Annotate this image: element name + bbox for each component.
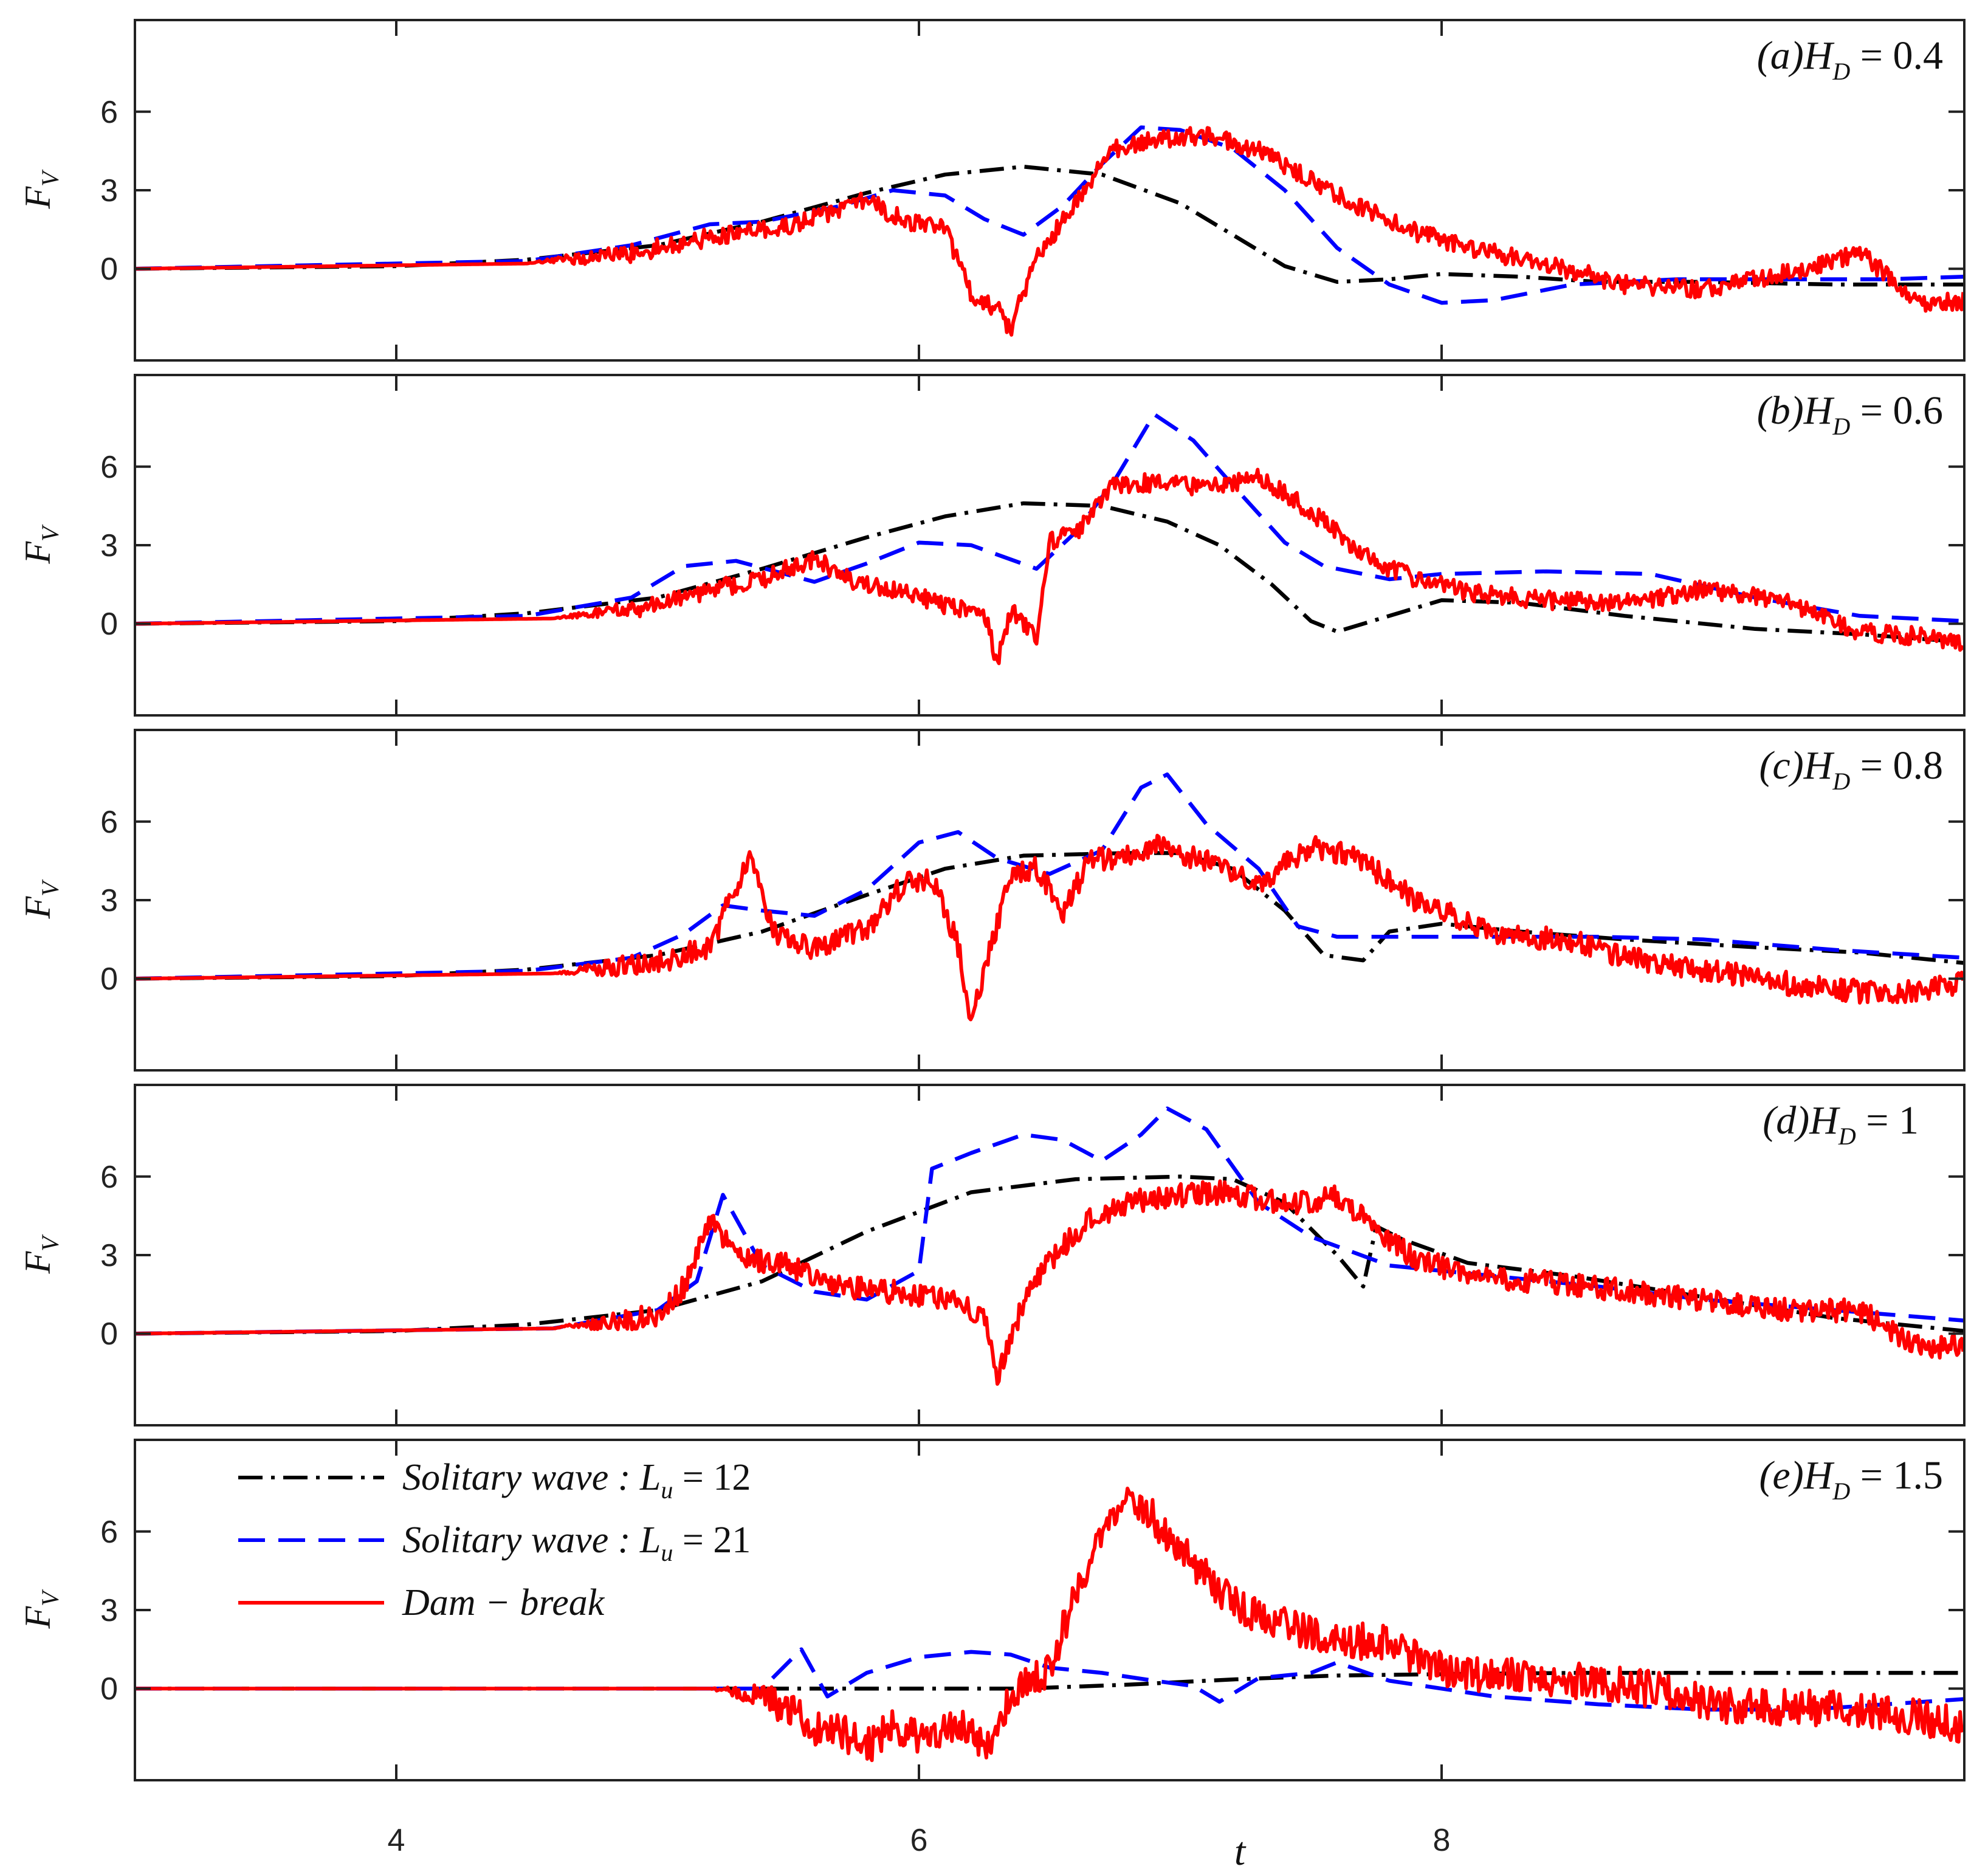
y-tick-label: 0 (100, 607, 118, 642)
series-line-lu21-panel-a (135, 125, 1964, 305)
series-line-dambreak-panel-a (135, 126, 1964, 337)
panel-e: 0 3 6 (e)HD = 1.5 FV Solitary wave : Lu = … (18, 1439, 1966, 1781)
panel-d-ylabel: FV (18, 1234, 64, 1275)
y-tick-label: 0 (100, 252, 118, 287)
panel-a-title: (a)HD = 0.4 (1757, 33, 1943, 85)
panel-c-title: (c)HD = 0.8 (1759, 743, 1943, 795)
panel-a: 0 3 6 (a)HD = 0.4 FV (18, 19, 1966, 362)
legend-label-lu12: Solitary wave : Lu = 12 (402, 1457, 751, 1504)
x-tick-label-4: 4 (388, 1823, 405, 1858)
panel-c-ylabel: FV (18, 879, 64, 920)
panel-d-title: (d)HD = 1 (1763, 1098, 1919, 1150)
series-line-dambreak-panel-c (135, 833, 1964, 1022)
y-tick-label: 3 (100, 1238, 118, 1273)
y-tick-label: 3 (100, 883, 118, 918)
y-tick-label: 3 (100, 528, 118, 563)
series-line-dambreak-panel-d (135, 1179, 1964, 1386)
series-line-dambreak-panel-e (135, 1487, 1964, 1763)
series-line-lu12-panel-e (135, 1671, 1964, 1691)
panel-b-title: (b)HD = 0.6 (1757, 388, 1943, 440)
series-line-lu21-panel-e (135, 1647, 1964, 1712)
y-tick-label: 6 (100, 1515, 118, 1550)
y-tick-label: 6 (100, 1160, 118, 1195)
panel-a-ylabel: FV (18, 169, 64, 210)
series-line-lu12-panel-b (135, 501, 1964, 644)
y-tick-label: 3 (100, 1593, 118, 1628)
y-tick-label: 3 (100, 173, 118, 208)
x-tick-label-6: 6 (910, 1823, 928, 1858)
x-tick-label-8: 8 (1433, 1823, 1451, 1858)
panel-c: 0 3 6 (c)HD = 0.8 FV (18, 729, 1966, 1072)
panel-e-ylabel: FV (18, 1589, 64, 1629)
series-line-lu21-panel-b (135, 412, 1964, 626)
panel-b-ylabel: FV (18, 524, 64, 565)
y-tick-label: 0 (100, 1316, 118, 1352)
y-tick-label: 0 (100, 962, 118, 997)
panel-b: 0 3 6 (b)HD = 0.6 FV (18, 374, 1966, 717)
legend-label-lu21: Solitary wave : Lu = 21 (402, 1519, 751, 1566)
y-tick-label: 6 (100, 95, 118, 130)
y-tick-label: 0 (100, 1671, 118, 1707)
y-tick-label: 6 (100, 450, 118, 485)
y-tick-label: 6 (100, 805, 118, 840)
x-tick-labels: 4 6 8 (388, 1823, 1451, 1858)
legend: Solitary wave : Lu = 12 Solitary wave : … (238, 1457, 751, 1623)
legend-label-dambreak: Dam − break (402, 1582, 605, 1623)
panel-e-title: (e)HD = 1.5 (1759, 1453, 1943, 1505)
x-axis-label: t (1234, 1829, 1247, 1872)
panel-d: 0 3 6 (d)HD = 1 FV (18, 1084, 1966, 1426)
series-line-dambreak-panel-b (135, 467, 1964, 666)
